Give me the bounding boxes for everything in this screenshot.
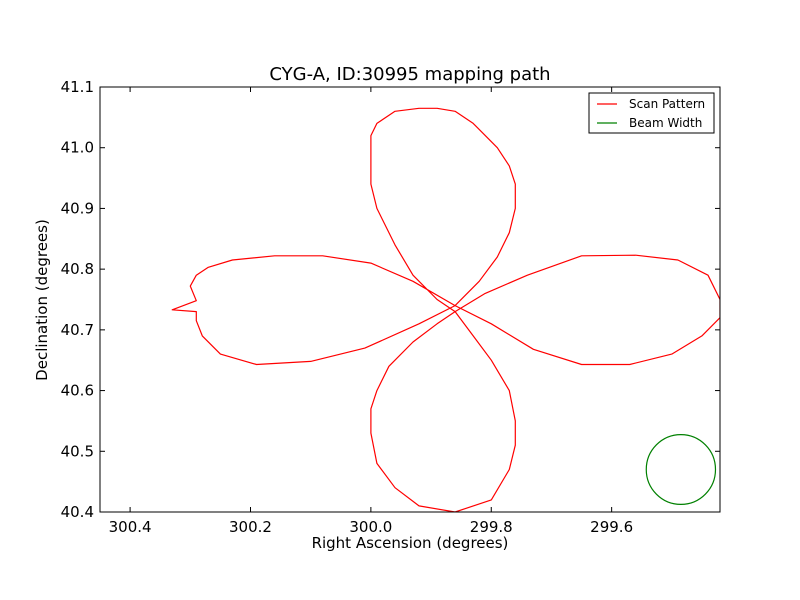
legend: Scan Pattern Beam Width — [588, 92, 715, 134]
y-tick-label: 40.9 — [61, 199, 94, 217]
y-tick-label: 41.0 — [61, 139, 94, 157]
x-tick-label: 300.2 — [229, 518, 272, 536]
x-tick-label: 300.0 — [349, 518, 392, 536]
y-tick-label: 40.8 — [61, 260, 94, 278]
x-axis: 300.4 300.2 300.0 299.8 299.6 — [109, 87, 633, 536]
y-tick-label: 41.1 — [61, 78, 94, 96]
y-tick-label: 40.7 — [61, 321, 94, 339]
legend-label-beam-width: Beam Width — [629, 116, 702, 130]
chart-title: CYG-A, ID:30995 mapping path — [269, 64, 550, 85]
legend-box — [588, 92, 715, 134]
scan-pattern-line — [171, 107, 720, 512]
y-axis: 40.4 40.5 40.6 40.7 40.8 40.9 41.0 41.1 — [61, 78, 720, 521]
plot-frame — [99, 86, 721, 513]
y-tick-label: 40.4 — [61, 503, 94, 521]
y-tick-label: 40.5 — [61, 442, 94, 460]
x-tick-label: 299.6 — [590, 518, 633, 536]
x-tick-label: 300.4 — [109, 518, 152, 536]
plot-marks — [171, 107, 720, 512]
x-axis-label: Right Ascension (degrees) — [312, 534, 509, 552]
x-tick-label: 299.8 — [470, 518, 513, 536]
beam-width-circle — [645, 433, 717, 506]
legend-label-scan-pattern: Scan Pattern — [629, 97, 705, 111]
y-axis-label: Declination (degrees) — [33, 219, 51, 381]
y-tick-label: 40.6 — [61, 382, 94, 400]
